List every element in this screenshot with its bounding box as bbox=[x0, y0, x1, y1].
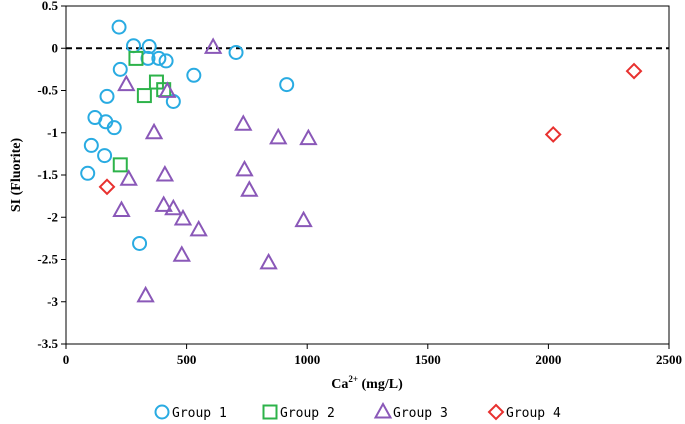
legend-group-2-marker bbox=[262, 404, 278, 420]
group-3-point bbox=[136, 285, 155, 303]
x-axis-ticks: 0 500 1000 1500 2000 2500 bbox=[63, 344, 682, 367]
group-1-point bbox=[99, 88, 115, 104]
group-4-point bbox=[544, 126, 562, 143]
group-1-point bbox=[151, 50, 167, 66]
legend-group-1-label: Group 1 bbox=[172, 406, 227, 421]
group-1-point bbox=[279, 77, 295, 93]
y-tick-label: 0 bbox=[52, 40, 59, 55]
group-3-point bbox=[158, 81, 177, 98]
group-1-point bbox=[112, 61, 128, 77]
y-tick-label: -3 bbox=[47, 294, 58, 309]
group-3-point bbox=[203, 37, 223, 54]
group-3-point bbox=[154, 195, 173, 212]
group-3-point bbox=[144, 122, 164, 140]
group-1-point bbox=[141, 39, 157, 55]
legend-group-1-marker bbox=[154, 404, 170, 420]
legend-group-2-label: Group 2 bbox=[280, 406, 335, 421]
group-4-point bbox=[625, 62, 643, 80]
group-1-point bbox=[97, 148, 113, 164]
group-1-point bbox=[80, 165, 96, 181]
group-3-point bbox=[259, 252, 278, 270]
group-2-point bbox=[136, 88, 152, 104]
group-3-point bbox=[119, 169, 138, 186]
group-2-point bbox=[112, 157, 128, 173]
data-points bbox=[80, 19, 643, 303]
group-3-point bbox=[189, 219, 208, 237]
y-axis-ticks: 0.5 0 -0.5 -1 -1.5 -2 -2.5 -3 -3.5 bbox=[37, 0, 66, 351]
group-3-point bbox=[155, 164, 175, 182]
group-1-point bbox=[158, 53, 174, 69]
y-tick-label: -1.5 bbox=[37, 167, 58, 182]
group-1-point bbox=[83, 137, 99, 153]
group-1-point bbox=[132, 235, 148, 251]
y-tick-label: -2 bbox=[47, 209, 58, 224]
group-3-point bbox=[294, 210, 313, 228]
group-3-point bbox=[112, 200, 131, 217]
group-3-point bbox=[164, 198, 183, 216]
group-4-point bbox=[98, 178, 116, 196]
group-2-point bbox=[128, 50, 144, 66]
group-1-point bbox=[228, 44, 244, 60]
group-3-point bbox=[299, 128, 318, 146]
group-3-point bbox=[117, 74, 136, 92]
group-1-point bbox=[111, 19, 127, 35]
y-tick-label: -0.5 bbox=[37, 83, 58, 98]
legend-group-4-label: Group 4 bbox=[506, 406, 561, 421]
legend: Group 1 Group 2 Group 3 Group 4 bbox=[154, 401, 561, 421]
plot-area bbox=[65, 5, 670, 345]
group-3-point bbox=[234, 114, 253, 131]
group-3-point bbox=[235, 159, 254, 177]
x-tick-label: 0 bbox=[63, 352, 70, 367]
x-axis-title: Ca2+ (mg/L) bbox=[331, 374, 403, 392]
x-tick-label: 500 bbox=[177, 352, 197, 367]
group-3-point bbox=[269, 127, 288, 145]
y-tick-label: -2.5 bbox=[37, 252, 58, 267]
group-3-point bbox=[240, 180, 259, 197]
y-axis-title: SI (Fluorite) bbox=[9, 138, 24, 213]
group-1-point bbox=[106, 120, 122, 136]
group-3-point bbox=[172, 245, 191, 262]
group-1-point bbox=[186, 67, 202, 83]
x-tick-label: 1500 bbox=[415, 352, 441, 367]
legend-group-3-marker bbox=[373, 401, 393, 419]
x-tick-label: 2500 bbox=[656, 352, 682, 367]
legend-group-3-label: Group 3 bbox=[393, 406, 448, 421]
group-3-point bbox=[173, 208, 193, 226]
x-tick-label: 1000 bbox=[294, 352, 320, 367]
x-tick-label: 2000 bbox=[535, 352, 561, 367]
y-tick-label: -1 bbox=[47, 125, 58, 140]
y-tick-label: -3.5 bbox=[37, 336, 58, 351]
y-tick-label: 0.5 bbox=[42, 0, 59, 13]
legend-group-4-marker bbox=[487, 403, 505, 421]
